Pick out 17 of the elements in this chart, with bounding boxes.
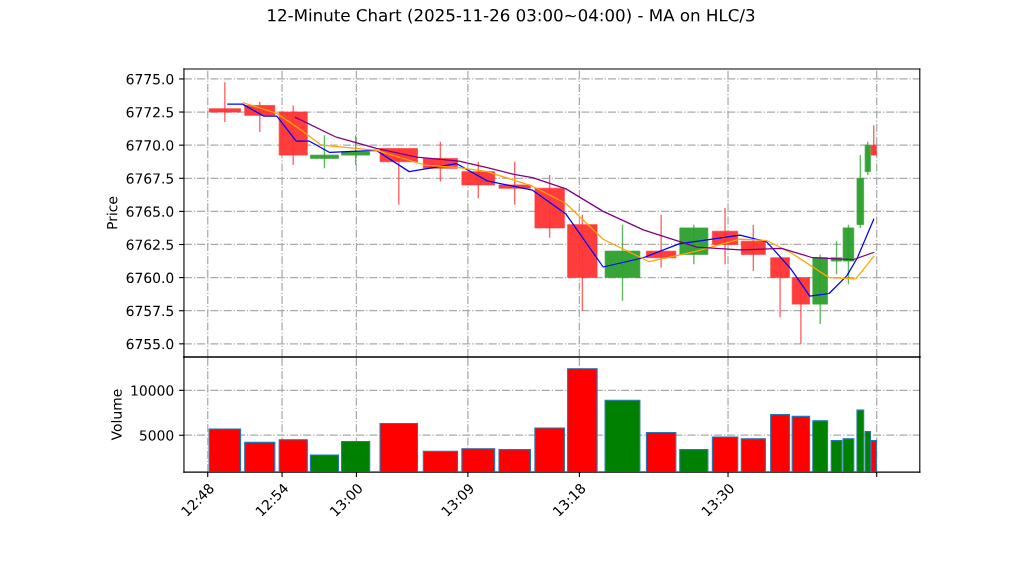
chart-title: 12-Minute Chart (2025-11-26 03:00~04:00) - MA on HLC/3 bbox=[268, 8, 755, 24]
y-axis-title: Price bbox=[106, 196, 118, 229]
y-axis-title: Volume bbox=[111, 389, 122, 441]
y-tick-label: 6760.0 bbox=[126, 272, 174, 284]
y-tick-label: 10000 bbox=[131, 385, 174, 396]
y-tick-label: 6775.0 bbox=[126, 73, 174, 85]
candlestick bbox=[310, 134, 339, 170]
y-tick-label: 6765.0 bbox=[126, 206, 174, 217]
y-tick-label: 6755.0 bbox=[126, 338, 174, 350]
y-tick-label: 6757.5 bbox=[126, 305, 174, 317]
y-tick-label: 6772.5 bbox=[126, 107, 174, 118]
y-tick-label: 6770.0 bbox=[126, 140, 174, 151]
y-tick-label: 5000 bbox=[139, 430, 174, 441]
candlestick bbox=[341, 134, 371, 166]
y-tick-label: 6762.5 bbox=[126, 239, 174, 250]
y-tick-label: 6767.5 bbox=[126, 173, 174, 184]
line-series bbox=[294, 116, 875, 261]
